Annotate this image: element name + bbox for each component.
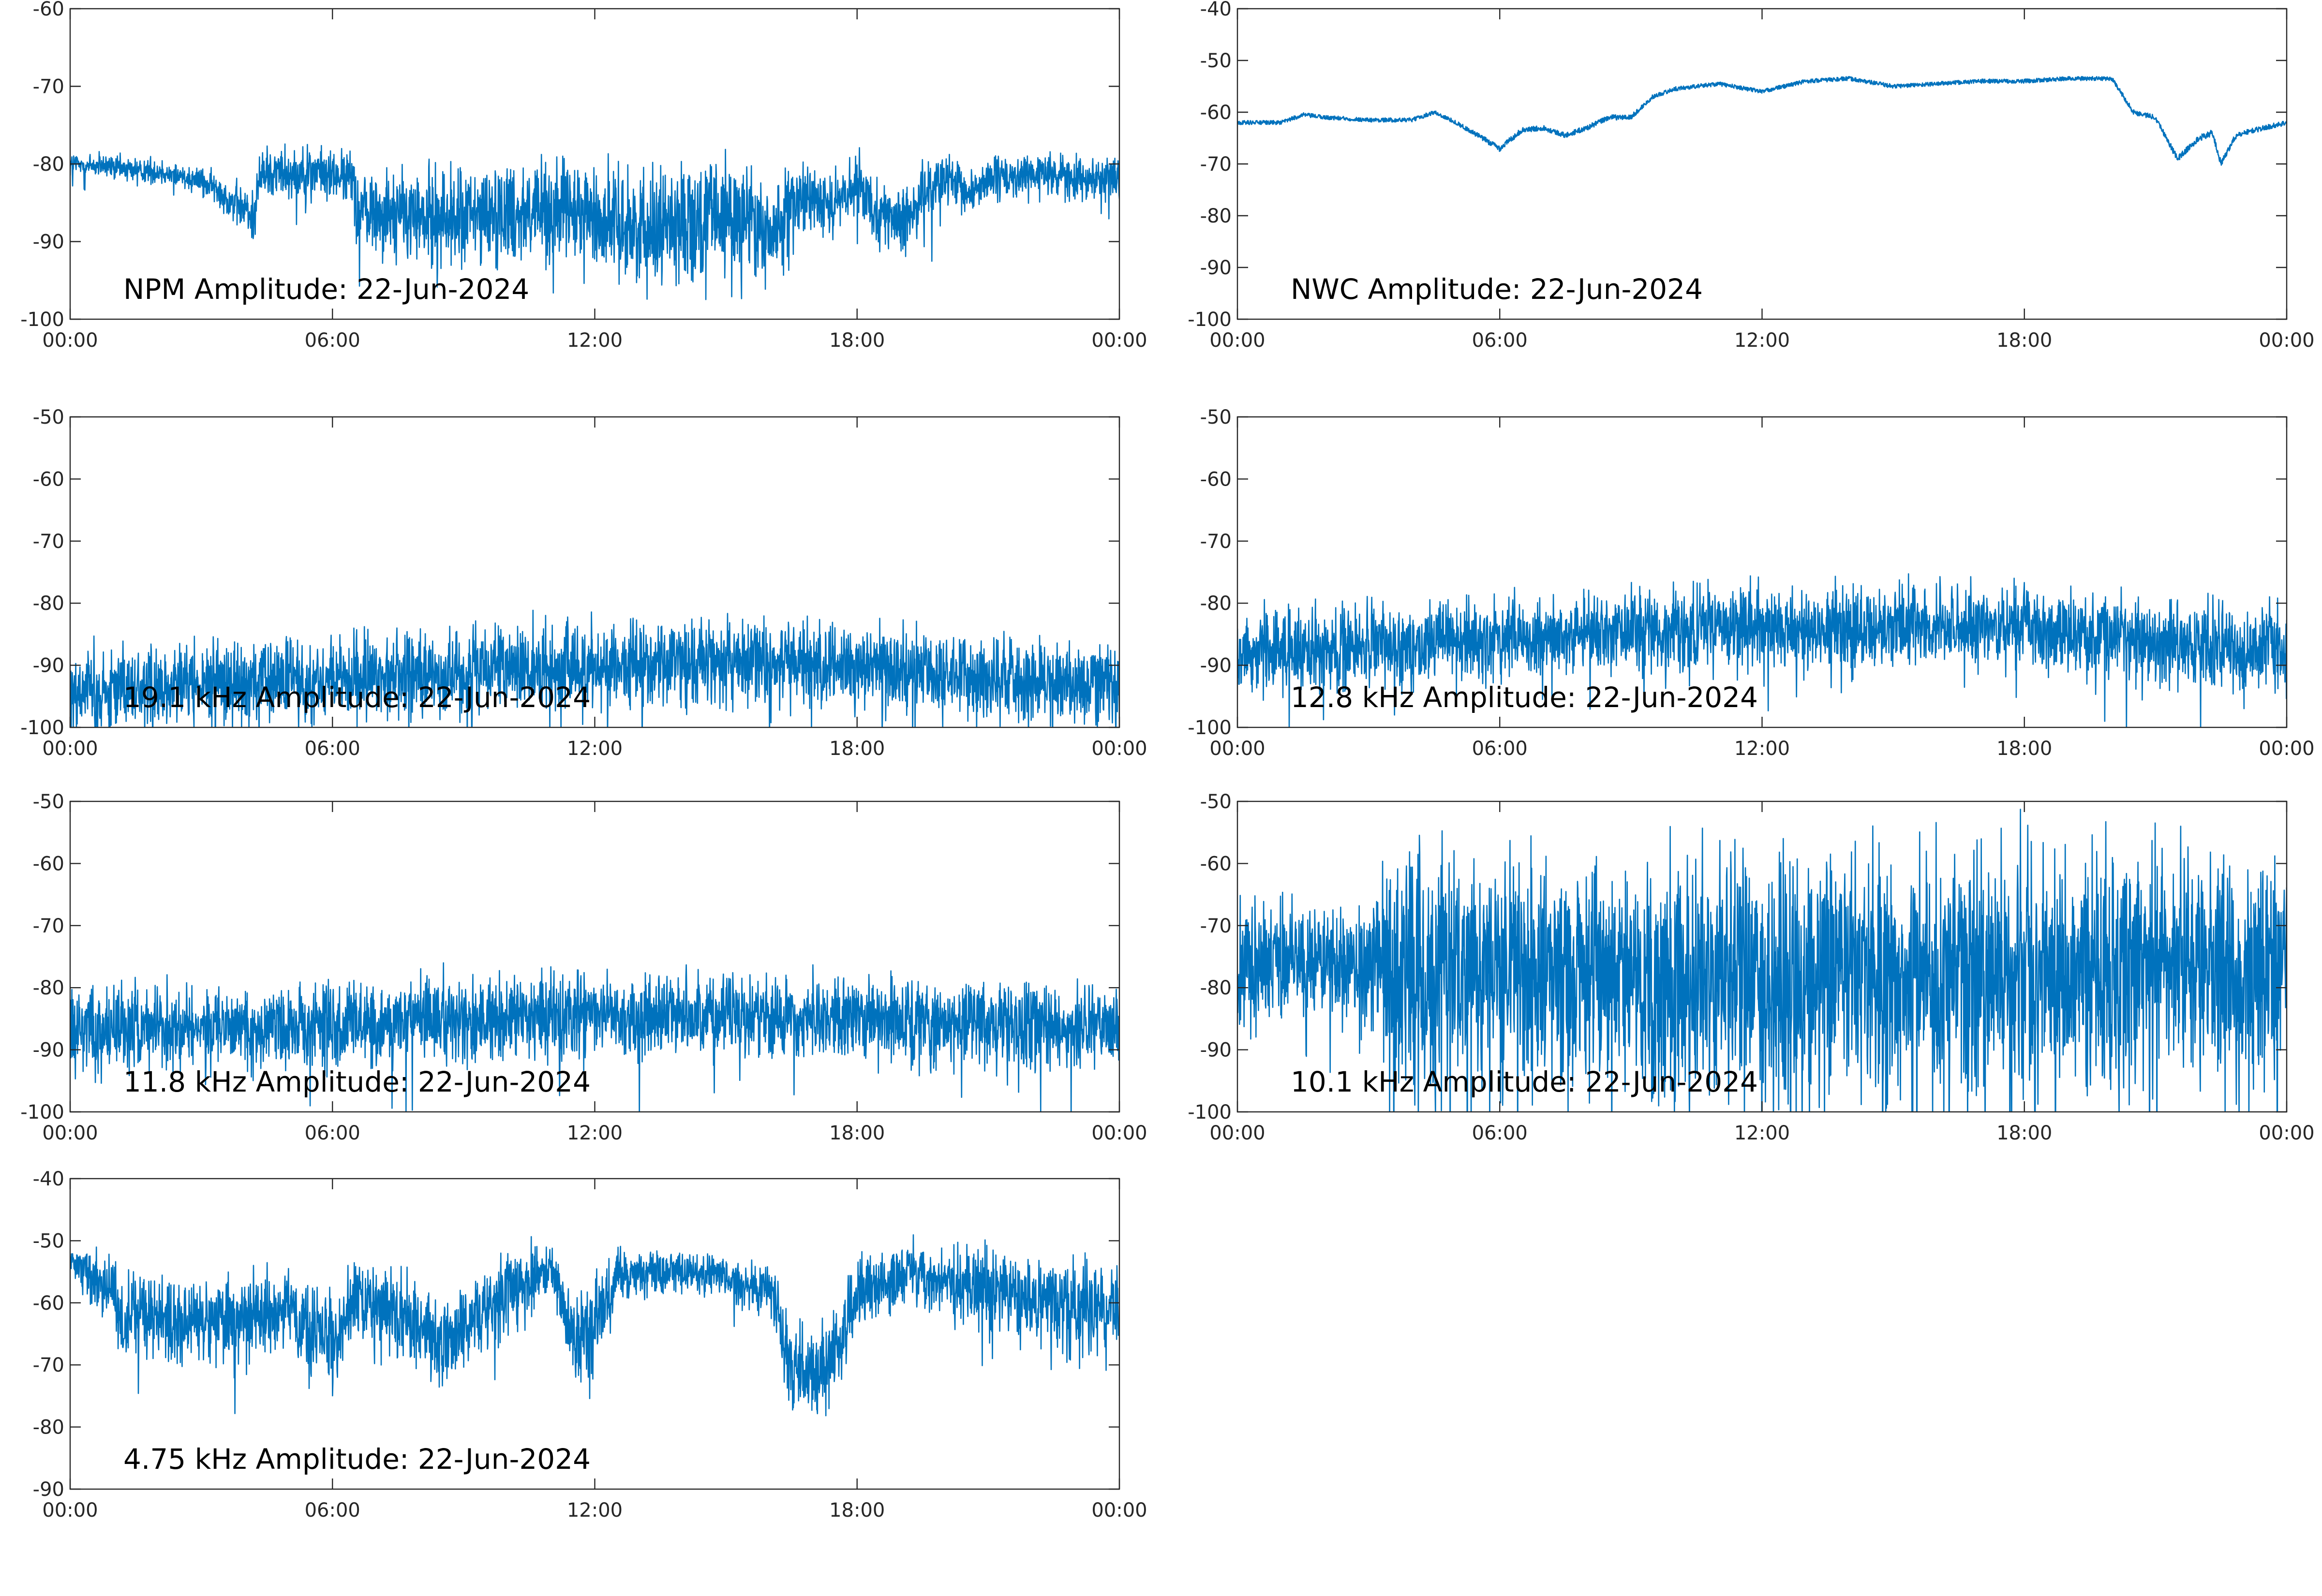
y-tick-label: -100 bbox=[1188, 1101, 1232, 1123]
x-tick-label: 12:00 bbox=[567, 1499, 623, 1522]
series-line bbox=[1237, 573, 2287, 727]
x-tick-label: 18:00 bbox=[1996, 738, 2052, 760]
y-tick-label: -60 bbox=[33, 1292, 64, 1315]
x-tick-label: 12:00 bbox=[567, 329, 623, 352]
x-tick-label: 00:00 bbox=[1209, 1122, 1265, 1144]
y-tick-label: -100 bbox=[20, 1101, 64, 1123]
x-tick-label: 00:00 bbox=[2259, 738, 2314, 760]
y-tick-label: -90 bbox=[1200, 1039, 1232, 1062]
x-tick-label: 12:00 bbox=[567, 1122, 623, 1144]
y-tick-label: -80 bbox=[33, 153, 64, 176]
y-tick-label: -50 bbox=[1200, 406, 1232, 429]
panel-title: NPM Amplitude: 22-Jun-2024 bbox=[123, 273, 529, 306]
y-tick-label: -90 bbox=[33, 1478, 64, 1501]
y-tick-label: -50 bbox=[33, 406, 64, 429]
x-tick-label: 18:00 bbox=[829, 329, 885, 352]
y-tick-label: -80 bbox=[33, 592, 64, 615]
x-tick-label: 18:00 bbox=[1996, 1122, 2052, 1144]
y-tick-label: -60 bbox=[33, 468, 64, 490]
y-tick-label: -70 bbox=[33, 915, 64, 937]
y-tick-label: -50 bbox=[33, 791, 64, 813]
y-tick-label: -100 bbox=[1188, 717, 1232, 739]
y-tick-label: -80 bbox=[33, 977, 64, 999]
y-tick-label: -100 bbox=[1188, 309, 1232, 331]
y-tick-label: -80 bbox=[1200, 205, 1232, 227]
series-line bbox=[70, 1234, 1119, 1417]
x-tick-label: 18:00 bbox=[1996, 329, 2052, 352]
panel-title: 10.1 kHz Amplitude: 22-Jun-2024 bbox=[1291, 1065, 1758, 1098]
x-tick-label: 18:00 bbox=[829, 1122, 885, 1144]
y-tick-label: -50 bbox=[33, 1230, 64, 1252]
y-tick-label: -60 bbox=[1200, 102, 1232, 124]
x-tick-label: 00:00 bbox=[42, 329, 98, 352]
y-tick-label: -90 bbox=[33, 655, 64, 677]
x-tick-label: 00:00 bbox=[1209, 329, 1265, 352]
y-tick-label: -60 bbox=[1200, 468, 1232, 490]
x-tick-label: 00:00 bbox=[42, 1122, 98, 1144]
y-tick-label: -80 bbox=[1200, 592, 1232, 615]
x-tick-label: 00:00 bbox=[1091, 738, 1147, 760]
y-tick-label: -40 bbox=[1200, 0, 1232, 20]
panel-title: 4.75 kHz Amplitude: 22-Jun-2024 bbox=[123, 1443, 591, 1476]
panel-title: 12.8 kHz Amplitude: 22-Jun-2024 bbox=[1291, 681, 1758, 714]
x-tick-label: 00:00 bbox=[42, 738, 98, 760]
x-tick-label: 00:00 bbox=[2259, 329, 2314, 352]
x-tick-label: 00:00 bbox=[2259, 1122, 2314, 1144]
y-tick-label: -90 bbox=[33, 1039, 64, 1062]
y-tick-label: -60 bbox=[1200, 853, 1232, 875]
y-tick-label: -70 bbox=[1200, 531, 1232, 553]
y-tick-label: -50 bbox=[1200, 791, 1232, 813]
x-tick-label: 06:00 bbox=[305, 329, 360, 352]
x-tick-label: 06:00 bbox=[1472, 1122, 1528, 1144]
panel-title: 19.1 kHz Amplitude: 22-Jun-2024 bbox=[123, 681, 591, 714]
x-tick-label: 00:00 bbox=[1091, 329, 1147, 352]
x-tick-label: 00:00 bbox=[1091, 1499, 1147, 1522]
y-tick-label: -70 bbox=[33, 76, 64, 98]
x-tick-label: 18:00 bbox=[829, 738, 885, 760]
y-tick-label: -60 bbox=[33, 853, 64, 875]
y-tick-label: -80 bbox=[33, 1417, 64, 1439]
x-tick-label: 06:00 bbox=[305, 1499, 360, 1522]
y-tick-label: -90 bbox=[1200, 655, 1232, 677]
x-tick-label: 06:00 bbox=[305, 738, 360, 760]
x-tick-label: 12:00 bbox=[567, 738, 623, 760]
y-tick-label: -100 bbox=[20, 309, 64, 331]
y-tick-label: -70 bbox=[33, 1354, 64, 1376]
series-line bbox=[1237, 76, 2287, 166]
y-tick-label: -70 bbox=[33, 531, 64, 553]
y-tick-label: -60 bbox=[33, 0, 64, 20]
x-tick-label: 18:00 bbox=[829, 1499, 885, 1522]
series-line bbox=[70, 609, 1119, 727]
y-tick-label: -70 bbox=[1200, 915, 1232, 937]
y-tick-label: -90 bbox=[33, 231, 64, 253]
x-tick-label: 06:00 bbox=[1472, 329, 1528, 352]
y-tick-label: -80 bbox=[1200, 977, 1232, 999]
series-line bbox=[70, 143, 1119, 300]
x-tick-label: 06:00 bbox=[305, 1122, 360, 1144]
x-tick-label: 12:00 bbox=[1734, 329, 1790, 352]
y-tick-label: -70 bbox=[1200, 153, 1232, 176]
x-tick-label: 12:00 bbox=[1734, 1122, 1790, 1144]
x-tick-label: 00:00 bbox=[42, 1499, 98, 1522]
y-tick-label: -50 bbox=[1200, 50, 1232, 72]
x-tick-label: 00:00 bbox=[1209, 738, 1265, 760]
x-tick-label: 06:00 bbox=[1472, 738, 1528, 760]
x-tick-label: 00:00 bbox=[1091, 1122, 1147, 1144]
y-tick-label: -100 bbox=[20, 717, 64, 739]
y-tick-label: -90 bbox=[1200, 257, 1232, 279]
panel-title: NWC Amplitude: 22-Jun-2024 bbox=[1291, 273, 1703, 306]
x-tick-label: 12:00 bbox=[1734, 738, 1790, 760]
y-tick-label: -40 bbox=[33, 1168, 64, 1190]
panel-title: 11.8 kHz Amplitude: 22-Jun-2024 bbox=[123, 1065, 591, 1098]
series-line bbox=[70, 962, 1119, 1112]
series-line bbox=[1237, 809, 2287, 1112]
